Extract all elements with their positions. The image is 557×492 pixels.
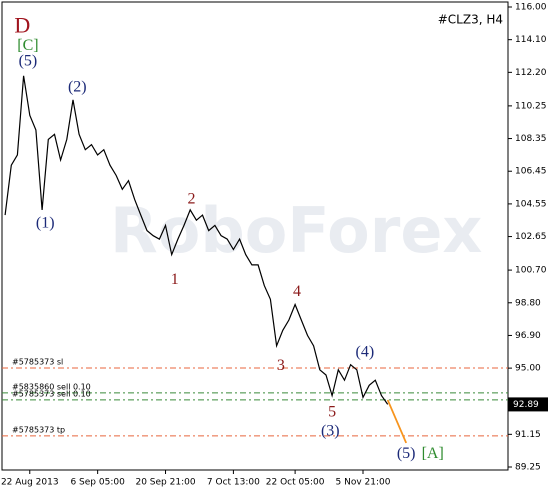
order-level-label: #5835860 sell 0.10 (12, 382, 91, 391)
y-tick-label: 108.35 (515, 134, 547, 144)
wave-label: (1) (36, 214, 55, 231)
wave-label: 3 (277, 357, 285, 374)
x-tick-label: 20 Sep 21:00 (135, 478, 195, 488)
y-tick-label: 95.00 (515, 364, 541, 374)
y-tick-label: 89.25 (515, 463, 541, 473)
x-tick-label: 5 Nov 21:00 (336, 478, 391, 488)
y-tick-label: 96.90 (515, 331, 541, 341)
projection (386, 399, 408, 444)
y-tick-label: 100.70 (515, 266, 547, 276)
y-tick-label: 98.80 (515, 298, 541, 308)
price-line (4, 75, 389, 405)
wave-label: [C] (17, 37, 38, 54)
wave-label: 5 (328, 404, 336, 421)
wave-label: (5) (397, 445, 416, 462)
order-level-label: #5785373 sell 0.10 (12, 389, 91, 398)
wave-label: (4) (356, 343, 375, 360)
x-tick-label: 6 Sep 05:00 (70, 478, 125, 488)
y-tick-label: 106.45 (515, 167, 547, 177)
y-tick-label: 114.10 (515, 35, 547, 45)
wave-label: (5) (19, 53, 38, 70)
wave-label: (2) (68, 78, 87, 95)
x-tick-label: 22 Aug 2013 (1, 478, 59, 488)
y-tick-label: 112.20 (515, 68, 547, 78)
order-level-label: #5785373 tp (12, 425, 65, 434)
price-box (508, 397, 548, 412)
wave-label: 4 (293, 283, 301, 300)
watermark: RoboForex (110, 194, 482, 267)
y-tick-label: 110.25 (515, 101, 547, 111)
x-tick-label: 7 Oct 13:00 (207, 478, 260, 488)
wave-label: (3) (321, 422, 340, 439)
y-tick-label: 91.15 (515, 430, 541, 440)
wave-label: D (14, 13, 30, 38)
y-tick-label: 104.55 (515, 199, 547, 209)
y-tick-label: 116.00 (515, 3, 547, 13)
wave-label: [A] (422, 445, 444, 462)
y-tick-label: 102.65 (515, 232, 547, 242)
x-tick-label: 22 Oct 05:00 (266, 478, 325, 488)
wave-label: 2 (187, 190, 195, 207)
price-box-label: 92.89 (513, 400, 539, 410)
wave-label: 1 (171, 271, 179, 288)
order-level-label: #5785373 sl (12, 357, 63, 366)
plot-frame (1, 1, 509, 471)
chart-title: #CLZ3, H4 (438, 13, 503, 27)
